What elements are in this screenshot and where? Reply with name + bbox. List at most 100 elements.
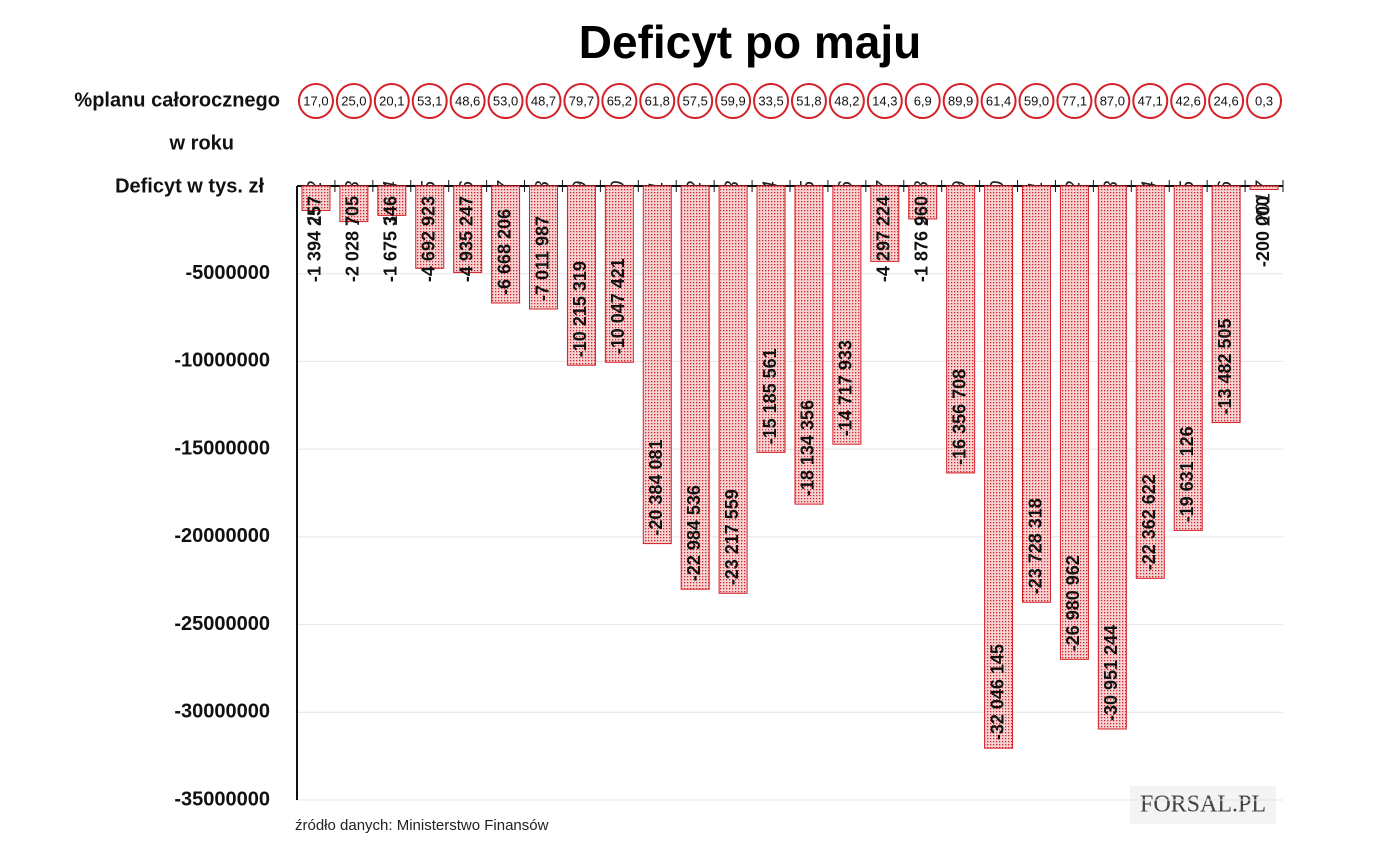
percent-circle (525, 83, 562, 119)
bar (453, 185, 483, 274)
percent-label: 25,0 (341, 93, 366, 108)
percent-label: 61,8 (645, 93, 670, 108)
percent-circle (1018, 83, 1055, 119)
percent-circle (753, 83, 790, 119)
percent-label: 53,0 (493, 93, 518, 108)
percent-circle (297, 83, 334, 119)
percent-circle (980, 83, 1017, 119)
percent-label: 79,7 (569, 93, 594, 108)
percent-label: 59,9 (720, 93, 745, 108)
percent-label: 48,7 (531, 93, 556, 108)
percent-label: 20,1 (379, 93, 404, 108)
bar (870, 185, 900, 262)
bar (377, 185, 407, 216)
percent-circle (1170, 83, 1207, 119)
value-label: -1 675 346 (381, 196, 401, 282)
percent-label: 33,5 (758, 93, 783, 108)
value-label: -26 980 962 (1063, 555, 1083, 651)
bar (1135, 185, 1165, 579)
percent-label: 0,3 (1255, 93, 1273, 108)
value-label: -4 692 923 (418, 196, 438, 282)
bar (718, 185, 748, 594)
percent-circle (563, 83, 600, 119)
y-tick-label: -30000000 (174, 701, 270, 723)
percent-circle (904, 83, 941, 119)
percent-label: 47,1 (1138, 93, 1163, 108)
bar (604, 185, 634, 363)
percent-circle (828, 83, 865, 119)
bar (529, 185, 558, 310)
source-note: źródło danych: Ministerstwo Finansów (295, 817, 549, 834)
chart-title: Deficyt po maju (579, 16, 922, 68)
bar (1022, 185, 1051, 603)
bar (832, 185, 862, 445)
y-tick-label: -35000000 (174, 788, 270, 810)
bar (642, 185, 672, 545)
bar (415, 185, 445, 269)
percent-label: 42,6 (1176, 93, 1201, 108)
bar (1059, 185, 1089, 660)
percent-label: 65,2 (607, 93, 632, 108)
bar (946, 185, 976, 474)
bar (984, 185, 1014, 749)
x-tick-label: 2017 (1252, 180, 1274, 226)
bar (339, 185, 369, 223)
bar (1173, 185, 1203, 531)
value-label: -13 482 505 (1215, 318, 1235, 414)
value-label: -4 935 247 (456, 196, 476, 282)
value-label: -23 728 318 (1025, 498, 1045, 594)
y-tick-label: -10000000 (174, 350, 270, 372)
y-tick-label: -5000000 (185, 262, 270, 284)
percent-label: 89,9 (948, 93, 973, 108)
percent-label: 14,3 (872, 93, 897, 108)
value-label: -1 394 257 (305, 196, 325, 282)
percent-circle (866, 83, 903, 119)
logo-box (1130, 786, 1276, 824)
value-label: -200 000 (1253, 196, 1273, 267)
y-tick-label: -25000000 (174, 613, 270, 635)
percent-label: 57,5 (683, 93, 708, 108)
percent-circle (715, 83, 752, 119)
value-label: -18 134 356 (798, 400, 818, 496)
value-label: -6 668 206 (494, 209, 514, 295)
value-label: -20 384 081 (646, 440, 666, 536)
value-label: -22 984 536 (684, 485, 704, 581)
y-tick-label: -20000000 (174, 525, 270, 547)
bar (1211, 185, 1241, 424)
percent-label: 77,1 (1062, 93, 1087, 108)
percent-circle (601, 83, 638, 119)
row-label: %planu całorocznego (74, 89, 280, 111)
percent-label: 53,1 (417, 93, 442, 108)
bar (491, 185, 521, 304)
percent-circle (1208, 83, 1245, 119)
value-label: -22 362 622 (1139, 474, 1159, 570)
percent-circle (677, 83, 714, 119)
percent-label: 17,0 (303, 93, 328, 108)
percent-label: 87,0 (1100, 93, 1125, 108)
bar (1097, 185, 1127, 730)
logo: FORSAL.PL (1140, 792, 1266, 818)
row-label: Deficyt w tys. zł (115, 175, 264, 197)
percent-circle (335, 83, 372, 119)
bar (1249, 185, 1279, 191)
percent-circle (1132, 83, 1169, 119)
value-label: -15 185 561 (760, 348, 780, 444)
percent-circle (1246, 83, 1283, 119)
percent-label: 48,2 (834, 93, 859, 108)
percent-circle (411, 83, 448, 119)
percent-circle (487, 83, 524, 119)
percent-label: 59,0 (1024, 93, 1049, 108)
value-label: -32 046 145 (987, 644, 1007, 740)
percent-circle (790, 83, 827, 119)
value-label: -19 631 126 (1177, 426, 1197, 522)
percent-circle (1094, 83, 1131, 119)
percent-circle (373, 83, 410, 119)
percent-label: 61,4 (986, 93, 1011, 108)
bar (756, 185, 786, 453)
y-tick-label: -15000000 (174, 437, 270, 459)
value-label: -4 297 224 (874, 196, 894, 282)
value-label: -14 717 933 (836, 340, 856, 436)
value-label: -2 028 705 (343, 196, 363, 282)
